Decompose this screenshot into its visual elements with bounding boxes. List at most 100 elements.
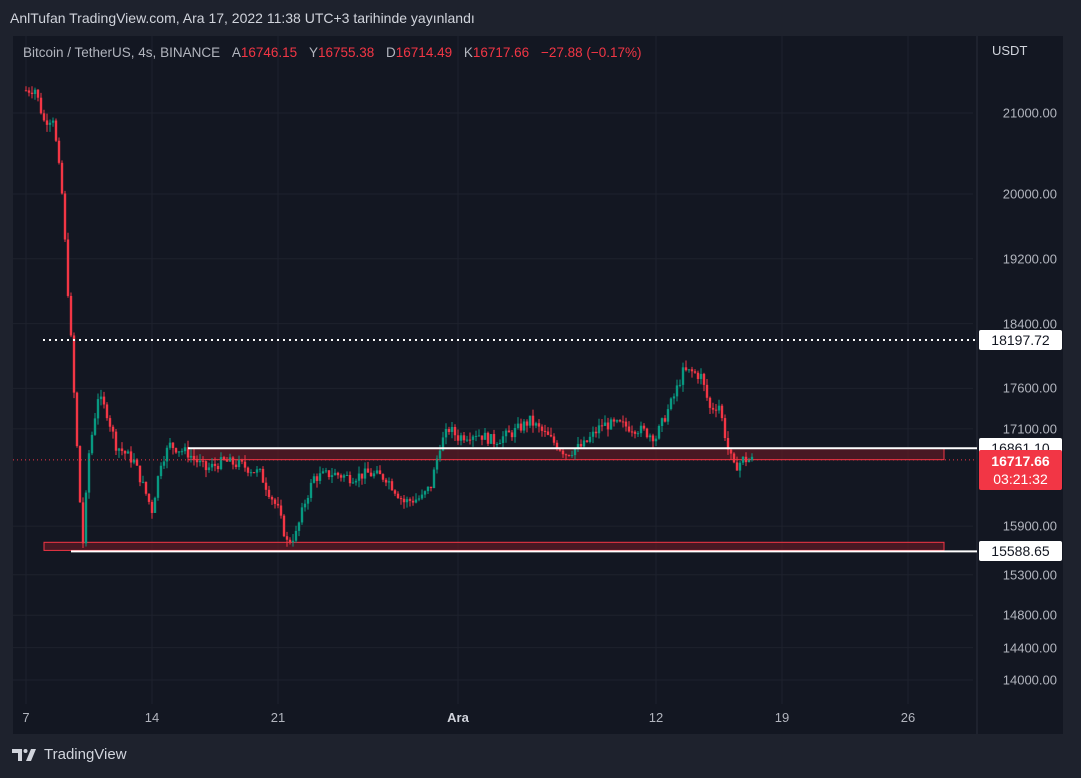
candle-body xyxy=(273,499,277,504)
chart-panel[interactable]: Bitcoin / TetherUS, 4s, BINANCE A16746.1… xyxy=(13,36,1063,734)
candle-body xyxy=(453,426,457,436)
candle-body xyxy=(459,435,463,441)
candle-body xyxy=(372,473,376,477)
candle-body xyxy=(237,460,241,468)
y-tick-label: 14000.00 xyxy=(1002,672,1057,688)
candle-body xyxy=(483,432,487,440)
candle-body xyxy=(609,419,613,430)
candle-body xyxy=(330,475,334,478)
candle-body xyxy=(714,409,718,411)
candle-body xyxy=(255,469,259,473)
symbol-label[interactable]: Bitcoin / TetherUS, 4s, BINANCE xyxy=(23,45,221,60)
y-tick-label: 15900.00 xyxy=(1002,518,1057,534)
candle-body xyxy=(543,430,547,432)
candle-body xyxy=(297,522,301,531)
candle-body xyxy=(708,397,712,408)
candle-body xyxy=(594,431,598,434)
candle-body xyxy=(51,120,55,123)
footer-brand: TradingView xyxy=(44,746,127,763)
candle-body xyxy=(441,437,445,451)
candle-body xyxy=(276,503,280,506)
candle-body xyxy=(150,501,154,513)
candle-body xyxy=(87,453,91,493)
candle-body xyxy=(84,492,88,544)
candle-body xyxy=(378,470,382,475)
candle-body xyxy=(612,419,616,422)
low-label: D xyxy=(386,45,396,60)
candle-body xyxy=(348,475,352,484)
candle-body xyxy=(60,162,64,194)
candle-body xyxy=(717,405,721,411)
candle-body xyxy=(738,462,742,471)
candle-body xyxy=(690,369,694,372)
candle-body xyxy=(444,429,448,438)
candle-body xyxy=(72,335,76,393)
price-chart[interactable] xyxy=(13,36,1063,734)
candle-body xyxy=(162,461,166,466)
candle-body xyxy=(522,421,526,431)
candle-body xyxy=(63,193,67,240)
candle-body xyxy=(105,404,109,419)
candle-body xyxy=(519,423,523,431)
candle-body xyxy=(579,443,583,447)
candle-body xyxy=(447,429,451,432)
candle-body xyxy=(429,486,433,489)
candle-body xyxy=(741,456,745,463)
candle-body xyxy=(243,461,247,468)
candle-body xyxy=(597,425,601,434)
candle-body xyxy=(645,428,649,438)
candle-body xyxy=(705,384,709,398)
candle-body xyxy=(474,435,478,437)
candle-body xyxy=(222,457,226,460)
candle-body xyxy=(651,435,655,442)
candle-body xyxy=(711,407,715,410)
x-tick-label: 14 xyxy=(144,710,160,725)
candle-body xyxy=(306,497,310,504)
candle-body xyxy=(480,435,484,440)
level-price-tag: 18197.72 xyxy=(979,329,1062,350)
candle-body xyxy=(660,418,664,427)
candle-body xyxy=(267,489,271,498)
candle-body xyxy=(360,473,364,479)
candle-body xyxy=(159,465,163,477)
candle-body xyxy=(165,447,169,462)
candle-body xyxy=(648,435,652,438)
candle-body xyxy=(561,450,565,455)
candle-body xyxy=(156,476,160,498)
candle-body xyxy=(603,422,607,427)
candle-body xyxy=(501,436,505,443)
open-label: A xyxy=(231,45,241,60)
candle-body xyxy=(261,468,265,483)
candle-body xyxy=(435,458,439,470)
candle-body xyxy=(696,372,700,379)
candle-body xyxy=(699,373,703,379)
candle-body xyxy=(576,443,580,450)
candle-body xyxy=(336,472,340,476)
candle-body xyxy=(27,90,31,93)
candle-body xyxy=(198,460,202,463)
candle-body xyxy=(39,97,43,114)
candle-body xyxy=(207,467,211,471)
candle-body xyxy=(642,425,646,429)
candle-body xyxy=(204,461,208,471)
support-zone xyxy=(43,541,945,551)
candle-body xyxy=(693,371,697,373)
candle-body xyxy=(489,434,493,444)
candle-body xyxy=(69,295,73,336)
candle-body xyxy=(171,442,175,449)
candle-body xyxy=(285,536,289,540)
candle-body xyxy=(381,474,385,480)
candle-body xyxy=(732,453,736,463)
y-tick-label: 17100.00 xyxy=(1002,421,1057,437)
currency-unit[interactable]: USDT xyxy=(992,43,1028,58)
candle-body xyxy=(729,449,733,454)
candle-body xyxy=(678,384,682,386)
candle-body xyxy=(408,499,412,501)
candle-body xyxy=(546,431,550,435)
candle-body xyxy=(432,469,436,489)
candle-body xyxy=(291,540,295,543)
candle-body xyxy=(24,90,28,92)
candle-body xyxy=(534,423,538,426)
candle-body xyxy=(66,239,70,296)
candle-body xyxy=(153,497,157,513)
